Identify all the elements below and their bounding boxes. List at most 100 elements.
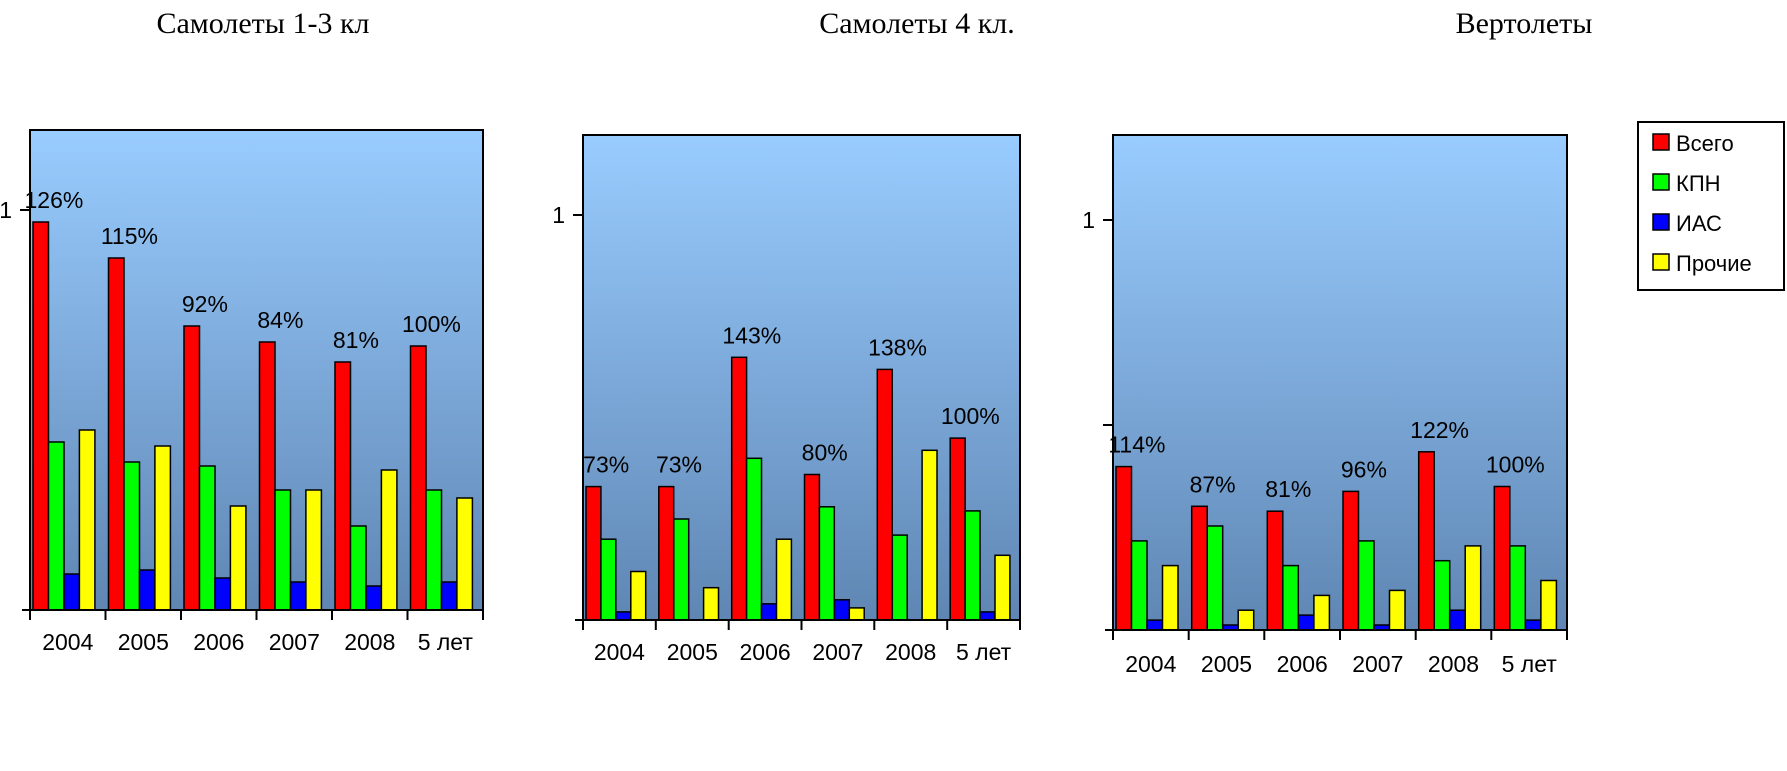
bar-total-6	[409, 345, 427, 611]
percent-label: 73%	[583, 452, 629, 478]
bar-total-5	[1417, 451, 1435, 631]
bar-ias-3	[214, 577, 232, 611]
percent-label: 122%	[1410, 417, 1469, 443]
bar-kpn-3	[1282, 564, 1300, 631]
percent-label: 92%	[182, 291, 228, 317]
bar-total-4	[1342, 490, 1360, 631]
bar-other-4	[305, 489, 323, 611]
bar-other-4	[1388, 589, 1406, 631]
bar-total-3	[730, 356, 748, 621]
legend-label-total: Всего	[1676, 131, 1734, 156]
bar-other-2	[1237, 609, 1255, 631]
bar-total-2	[658, 485, 675, 621]
percent-label: 84%	[257, 307, 303, 333]
y-tick-label: 1	[1082, 207, 1095, 233]
bar-other-1	[630, 570, 647, 621]
bar-ias-4	[833, 599, 851, 621]
bar-kpn-3	[745, 457, 763, 621]
legend-label-kpn: КПН	[1676, 171, 1721, 196]
bar-ias-4	[289, 581, 307, 611]
bar-ias-1	[63, 573, 81, 611]
bar-total-4	[803, 473, 821, 621]
bar-other-6	[994, 554, 1011, 621]
legend-label-other: Прочие	[1676, 251, 1752, 276]
bar-kpn-2	[1206, 525, 1224, 631]
bar-total-1	[585, 485, 602, 621]
bar-kpn-5	[1433, 559, 1451, 631]
legend-swatch-other	[1652, 253, 1670, 271]
x-tick-label: 2007	[812, 639, 863, 665]
bar-total-3	[1266, 510, 1284, 631]
bar-other-2	[702, 586, 720, 621]
bar-other-3	[1313, 594, 1331, 631]
bar-other-3	[775, 538, 793, 621]
bar-kpn-1	[600, 538, 617, 621]
bar-total-2	[1190, 505, 1208, 631]
legend: Всего КПН ИАС Прочие	[1637, 121, 1785, 291]
percent-label: 100%	[1486, 452, 1545, 478]
x-tick-label: 2005	[1201, 651, 1252, 677]
bar-other-5	[1464, 545, 1482, 631]
chart-helicopters: 114% 2004 87% 2005 81% 2006 96% 2007 122% 2008 100…	[1082, 134, 1568, 677]
bar-kpn-6	[1509, 545, 1527, 631]
legend-swatch-kpn	[1652, 173, 1670, 191]
bar-other-1	[78, 429, 96, 611]
bar-kpn-4	[818, 506, 836, 621]
chart-title-aircraft-1-3: Самолеты 1-3 кл	[156, 7, 369, 40]
x-tick-label: 2006	[1277, 651, 1328, 677]
chart-title-helicopters: Вертолеты	[1456, 7, 1593, 40]
x-tick-label: 2007	[269, 629, 320, 655]
bar-ias-6	[1524, 619, 1542, 631]
bar-total-2	[107, 257, 125, 611]
bar-kpn-4	[274, 489, 292, 611]
percent-label: 87%	[1190, 471, 1236, 497]
bar-ias-5	[1448, 609, 1466, 631]
x-tick-label: 2007	[1352, 651, 1403, 677]
x-tick-label: 2008	[344, 629, 395, 655]
bar-total-5	[876, 368, 893, 621]
bar-ias-6	[440, 581, 458, 611]
bar-ias-6	[979, 611, 996, 621]
plot-area	[1112, 134, 1568, 631]
percent-label: 143%	[722, 322, 781, 348]
bar-other-2	[154, 445, 172, 611]
x-tick-label: 5 лет	[418, 629, 474, 655]
x-tick-label: 2005	[118, 629, 169, 655]
x-tick-label: 5 лет	[1502, 651, 1558, 677]
bar-kpn-4	[1357, 540, 1375, 631]
percent-label: 115%	[101, 223, 158, 249]
legend-swatch-total	[1652, 133, 1670, 151]
chart-aircraft-1-3: 126% 2004 115% 2005 92% 2006 84% 2007 81% 2008 100…	[0, 129, 484, 655]
bar-ias-3	[760, 603, 778, 621]
percent-label: 126%	[24, 187, 83, 213]
chart-aircraft-4: 73% 2004 73% 2005 143% 2006 80% 2007 138% 2008 100…	[552, 134, 1021, 665]
bar-ias-2	[138, 569, 156, 611]
percent-label: 100%	[941, 403, 1000, 429]
percent-label: 100%	[402, 311, 461, 337]
percent-label: 96%	[1341, 456, 1387, 482]
bar-total-6	[1493, 485, 1511, 631]
x-tick-label: 2005	[667, 639, 718, 665]
bar-kpn-2	[673, 518, 690, 621]
chart-title-aircraft-4: Самолеты 4 кл.	[819, 7, 1015, 40]
x-tick-label: 5 лет	[956, 639, 1012, 665]
bar-other-5	[380, 469, 398, 611]
bar-kpn-5	[891, 534, 908, 621]
percent-label: 114%	[1108, 432, 1165, 458]
bar-kpn-1	[47, 441, 65, 611]
bar-kpn-6	[964, 510, 981, 621]
plot-area	[582, 134, 1021, 621]
bar-total-5	[334, 361, 352, 611]
legend-label-ias: ИАС	[1676, 211, 1722, 236]
y-tick-label: 1	[552, 202, 565, 228]
bar-other-6	[456, 497, 474, 611]
bar-kpn-6	[425, 489, 443, 611]
bar-total-6	[949, 437, 966, 621]
percent-label: 81%	[1265, 476, 1311, 502]
bar-total-1	[1115, 465, 1133, 631]
bar-kpn-2	[123, 461, 141, 611]
x-tick-label: 2006	[193, 629, 244, 655]
y-tick-label: 1	[0, 197, 12, 223]
bar-other-5	[921, 449, 938, 621]
